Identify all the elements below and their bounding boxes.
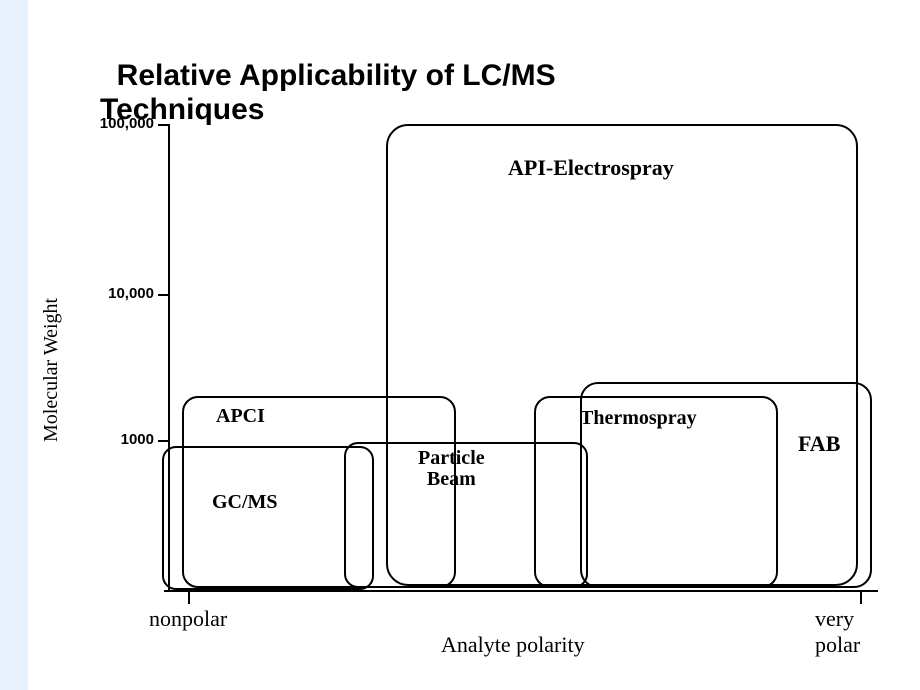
plot-area: 100,00010,0001000nonpolarvery polarAPI-E… — [168, 124, 874, 592]
x-tick — [188, 592, 190, 604]
y-axis-label-text: Molecular Weight — [40, 298, 62, 442]
x-axis-label: Analyte polarity — [441, 632, 585, 658]
y-tick-label: 1000 — [121, 431, 154, 448]
page-title: Relative Applicability of LC/MS Techniqu… — [100, 24, 556, 128]
region-particle-beam: Particle Beam — [344, 442, 588, 588]
region-label-particle-beam: Particle Beam — [418, 448, 485, 490]
y-tick-label: 100,000 — [100, 115, 154, 132]
x-axis-label-text: Analyte polarity — [441, 632, 585, 657]
region-label-gcms: GC/MS — [212, 492, 278, 513]
region-label-fab: FAB — [798, 432, 840, 455]
region-gcms: GC/MS — [162, 446, 374, 590]
y-tick — [158, 440, 168, 442]
y-tick-label: 10,000 — [108, 285, 154, 302]
region-label-apci: APCI — [216, 406, 265, 427]
y-tick — [158, 124, 168, 126]
region-label-thermospray: Thermospray — [580, 408, 697, 429]
x-tick-label: very polar — [815, 606, 874, 658]
page-title-text: Relative Applicability of LC/MS Techniqu… — [100, 59, 556, 127]
region-label-api-electrospray: API-Electrospray — [508, 156, 674, 179]
x-axis-line — [164, 590, 878, 592]
x-tick — [860, 592, 862, 604]
left-tint-strip — [0, 0, 28, 690]
x-tick-label: nonpolar — [149, 606, 227, 632]
y-tick — [158, 294, 168, 296]
y-axis-label: Molecular Weight — [40, 298, 63, 442]
